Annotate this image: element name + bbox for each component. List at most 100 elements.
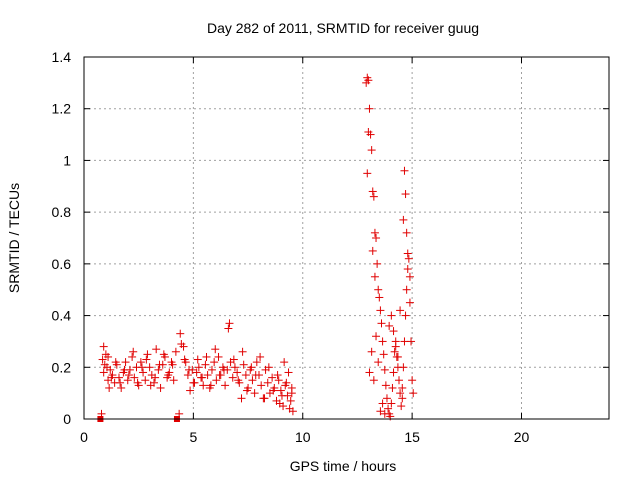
data-point <box>224 324 233 333</box>
data-point <box>203 371 212 380</box>
plot-frame <box>83 56 610 420</box>
data-point <box>378 399 387 408</box>
data-points <box>97 73 418 422</box>
data-point <box>264 363 273 372</box>
data-point <box>369 376 378 385</box>
data-point <box>106 365 115 374</box>
data-point <box>207 365 216 374</box>
data-point <box>151 373 160 382</box>
data-point <box>214 352 223 361</box>
data-point <box>98 355 107 364</box>
data-point <box>384 404 393 413</box>
data-point <box>99 342 108 351</box>
y-tick-label: 1 <box>63 152 71 168</box>
data-point <box>280 358 289 367</box>
data-point <box>180 355 189 364</box>
data-point <box>370 228 379 237</box>
data-point <box>142 355 151 364</box>
data-point <box>123 376 132 385</box>
data-point <box>396 306 405 315</box>
data-point <box>374 285 383 294</box>
data-point <box>288 407 297 416</box>
chart-title: Day 282 of 2011, SRMTID for receiver guu… <box>207 20 479 36</box>
data-point <box>210 358 219 367</box>
data-point <box>368 246 377 255</box>
data-point <box>154 365 163 374</box>
data-point <box>365 368 374 377</box>
data-point <box>377 319 386 328</box>
data-point <box>405 298 414 307</box>
data-point <box>396 389 405 398</box>
data-point <box>405 272 414 281</box>
data-point <box>381 381 390 390</box>
data-point <box>199 381 208 390</box>
x-tick-label: 5 <box>189 429 197 445</box>
data-point <box>179 342 188 351</box>
data-point <box>395 376 403 385</box>
data-point <box>367 347 376 356</box>
data-point <box>159 350 168 359</box>
data-point <box>398 394 407 403</box>
data-point <box>379 350 388 359</box>
data-point <box>275 399 284 408</box>
data-point <box>201 360 210 369</box>
data-point <box>248 376 257 385</box>
data-point <box>171 347 180 356</box>
data-point <box>274 376 283 385</box>
axis-ticks: 0 5 10 15 20 0 0.2 0.4 0.6 0.8 1 1.2 1.4 <box>52 49 609 445</box>
data-point <box>369 192 378 201</box>
data-point <box>136 358 145 367</box>
data-point <box>121 358 130 367</box>
data-point <box>401 311 410 320</box>
data-point <box>408 376 417 385</box>
y-tick-label: 0.8 <box>52 204 72 220</box>
data-point <box>389 368 398 377</box>
data-point <box>228 373 237 382</box>
data-point <box>399 363 408 372</box>
data-point <box>189 378 198 387</box>
data-point <box>233 368 242 377</box>
data-point <box>393 352 402 361</box>
data-point <box>194 363 203 372</box>
data-point <box>230 363 239 372</box>
data-point <box>104 352 113 361</box>
data-point <box>206 381 215 390</box>
data-point <box>375 293 384 302</box>
data-point <box>237 394 246 403</box>
data-point <box>389 327 398 336</box>
data-point <box>238 347 247 356</box>
data-point <box>130 373 139 382</box>
data-point <box>186 386 195 395</box>
data-point <box>403 265 412 274</box>
data-point <box>404 254 413 263</box>
data-point <box>212 376 221 385</box>
data-point <box>145 363 154 372</box>
data-point <box>198 373 207 382</box>
data-point <box>116 378 125 387</box>
data-point <box>286 396 295 405</box>
data-point <box>365 104 374 113</box>
data-point <box>215 371 224 380</box>
data-point <box>221 381 230 390</box>
data-point <box>193 355 202 364</box>
y-tick-label: 0.2 <box>52 359 72 375</box>
data-point <box>366 130 375 139</box>
data-point <box>376 407 385 416</box>
x-axis-label: GPS time / hours <box>290 458 397 474</box>
data-point <box>152 345 161 354</box>
data-point <box>374 358 383 367</box>
data-point <box>400 166 409 175</box>
data-point <box>268 373 277 382</box>
data-point <box>277 391 286 400</box>
data-point <box>380 365 389 374</box>
data-point <box>137 363 146 372</box>
data-point <box>251 371 260 380</box>
data-point <box>407 337 416 346</box>
data-point <box>401 190 410 199</box>
data-point <box>146 381 155 390</box>
data-point <box>263 378 272 387</box>
data-point <box>185 365 193 374</box>
data-point <box>105 383 114 392</box>
data-point <box>282 378 291 387</box>
x-tick-label: 0 <box>80 429 88 445</box>
